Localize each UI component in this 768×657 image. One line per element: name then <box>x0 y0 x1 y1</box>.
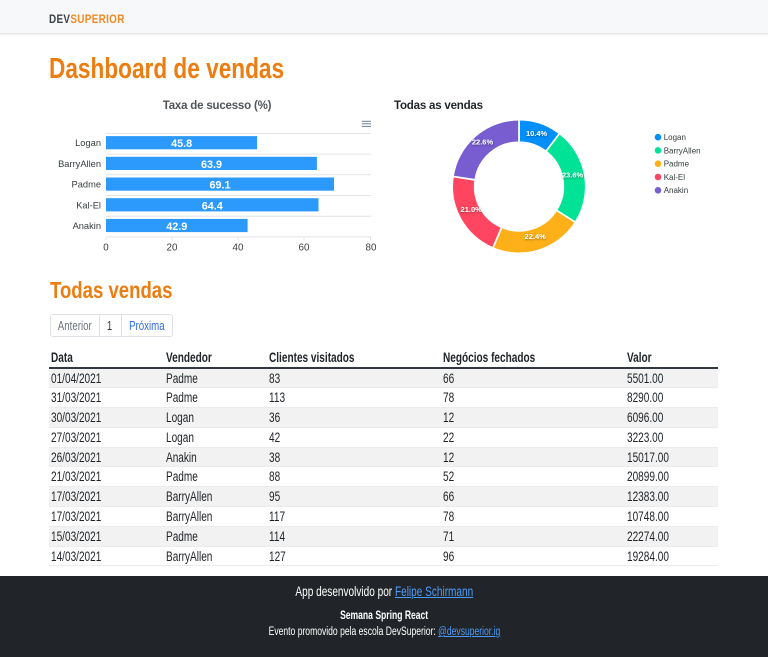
svg-text:Padme: Padme <box>664 160 690 169</box>
svg-text:Anakin: Anakin <box>73 221 101 231</box>
svg-text:Kal-El: Kal-El <box>664 173 686 182</box>
svg-text:42.9: 42.9 <box>166 221 187 233</box>
svg-text:60: 60 <box>299 242 310 253</box>
svg-text:45.8: 45.8 <box>171 138 192 150</box>
svg-text:Kal-El: Kal-El <box>76 200 101 210</box>
svg-text:23.6%: 23.6% <box>562 171 584 180</box>
svg-text:63.9: 63.9 <box>201 159 222 171</box>
svg-text:22.4%: 22.4% <box>525 232 547 241</box>
svg-text:22.6%: 22.6% <box>472 137 494 146</box>
svg-text:Logan: Logan <box>75 138 101 148</box>
svg-text:20: 20 <box>167 242 178 253</box>
svg-text:80: 80 <box>366 242 377 253</box>
svg-text:Padme: Padme <box>72 180 101 190</box>
svg-text:21.0%: 21.0% <box>461 205 483 214</box>
svg-text:10.4%: 10.4% <box>526 129 548 138</box>
svg-text:BarryAllen: BarryAllen <box>664 146 701 155</box>
svg-text:40: 40 <box>233 242 244 253</box>
svg-text:Todas as vendas: Todas as vendas <box>394 100 483 112</box>
svg-text:Taxa de sucesso (%): Taxa de sucesso (%) <box>163 100 272 112</box>
svg-text:BarryAllen: BarryAllen <box>58 159 101 169</box>
svg-text:69.1: 69.1 <box>209 180 230 192</box>
svg-text:0: 0 <box>103 242 109 253</box>
svg-text:Anakin: Anakin <box>664 186 688 195</box>
svg-text:Logan: Logan <box>664 133 686 142</box>
svg-text:64.4: 64.4 <box>202 200 223 212</box>
